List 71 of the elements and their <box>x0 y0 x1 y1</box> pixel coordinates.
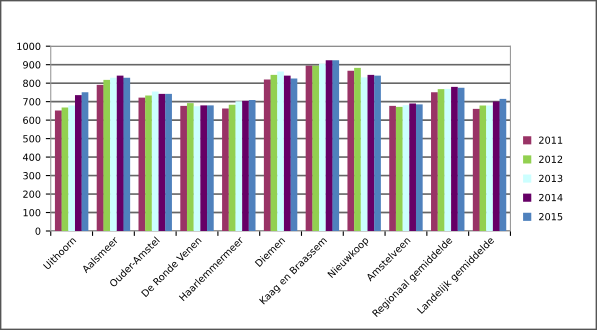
bar <box>396 106 403 231</box>
bar <box>123 78 130 231</box>
bar <box>319 64 326 231</box>
bar <box>444 88 452 231</box>
bar <box>374 76 381 231</box>
bar <box>332 60 340 231</box>
y-tick-label: 400 <box>22 154 40 161</box>
bar <box>96 84 104 231</box>
bar <box>368 74 374 231</box>
bar <box>492 101 500 231</box>
bar <box>306 66 312 231</box>
bar <box>402 105 410 231</box>
bar <box>242 100 249 231</box>
bar <box>145 96 152 231</box>
legend-label: 2012 <box>539 156 562 163</box>
bar <box>207 105 214 231</box>
bar <box>312 66 320 231</box>
bar <box>158 94 166 231</box>
bar <box>270 74 278 231</box>
y-tick-label: 600 <box>23 116 40 124</box>
y-tick-label: 700 <box>23 98 40 106</box>
bar <box>110 78 117 231</box>
bar <box>165 94 172 231</box>
bar <box>486 106 493 231</box>
bar <box>480 106 486 231</box>
legend-label: 2013 <box>539 174 562 182</box>
legend-label: 2011 <box>539 136 562 144</box>
bar <box>248 100 256 231</box>
bar <box>228 104 236 231</box>
bar <box>326 60 332 231</box>
bar <box>438 89 444 231</box>
bar <box>500 98 506 231</box>
y-tick-label: 300 <box>23 172 40 180</box>
legend-label: 2014 <box>539 194 563 202</box>
legend-label: 2015 <box>539 213 562 220</box>
bar <box>277 72 284 231</box>
y-tick-label: 800 <box>23 80 40 87</box>
bar <box>222 108 229 231</box>
bar <box>409 103 416 231</box>
bar <box>194 106 200 231</box>
bar <box>116 76 124 231</box>
bar <box>290 78 298 231</box>
y-tick-label: 100 <box>24 209 40 216</box>
bar <box>54 110 62 231</box>
bar <box>186 103 194 231</box>
y-tick-label: 500 <box>23 135 40 142</box>
bar <box>389 106 396 231</box>
bar <box>138 98 146 231</box>
bar <box>431 92 438 231</box>
bar <box>200 105 208 231</box>
bar <box>235 101 242 231</box>
bar <box>103 80 110 231</box>
bar <box>74 95 82 231</box>
bar <box>284 76 291 231</box>
bar <box>82 92 88 231</box>
bar <box>152 91 159 231</box>
bar <box>360 77 368 231</box>
y-tick-label: 900 <box>23 61 40 69</box>
bar <box>62 108 68 231</box>
bar <box>68 106 75 231</box>
y-tick-label: 200 <box>23 190 40 198</box>
bar <box>347 70 354 231</box>
bar <box>264 79 271 231</box>
bar <box>180 106 187 231</box>
y-tick-label: 1000 <box>17 42 40 50</box>
y-tick-label: 0 <box>35 227 40 235</box>
bar <box>416 104 423 231</box>
bar <box>354 68 361 231</box>
bar <box>458 88 464 231</box>
bar <box>451 86 458 231</box>
bar <box>472 108 480 231</box>
